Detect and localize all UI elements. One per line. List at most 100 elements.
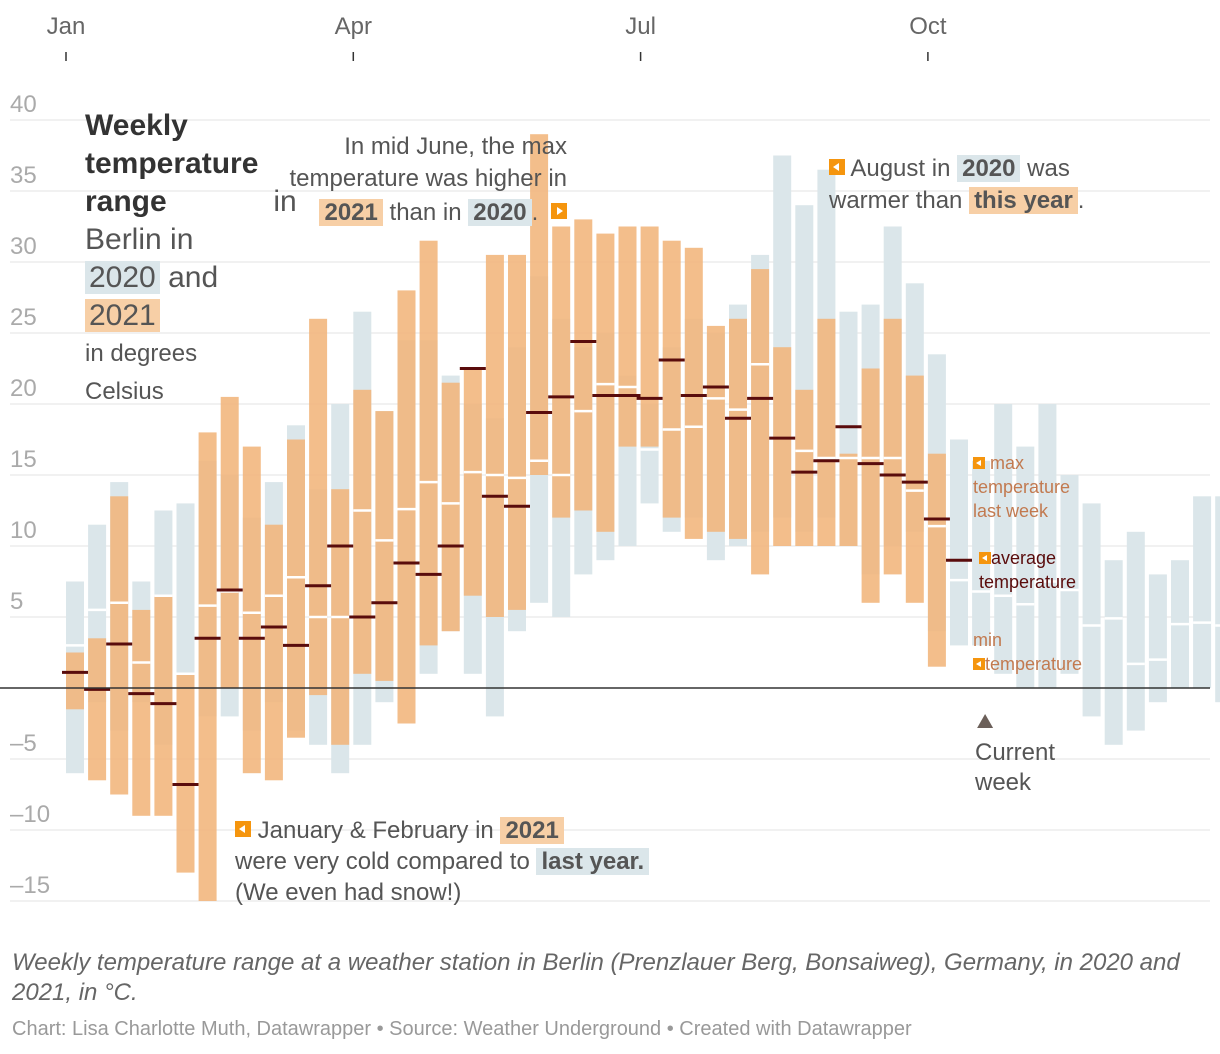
winter-last-year: last year. bbox=[536, 848, 650, 875]
legend-max-line1: max bbox=[990, 453, 1025, 473]
arrow-left-icon bbox=[973, 457, 985, 469]
range-bar-2021 bbox=[773, 347, 792, 546]
august-period: . bbox=[1077, 187, 1085, 214]
y-axis-tick-labels: 40 35 30 25 20 15 10 5 –5 –10 –15 bbox=[10, 91, 50, 899]
bars-2021 bbox=[66, 134, 946, 901]
legend-avg-line2: temperature bbox=[979, 572, 1077, 592]
winter-jan-feb: January & February in bbox=[257, 817, 494, 844]
month-tick-label: Jan bbox=[47, 13, 86, 40]
range-bar-2021 bbox=[463, 368, 482, 596]
range-bar-2021 bbox=[552, 226, 571, 518]
range-bar-2021 bbox=[640, 226, 659, 447]
month-tick-label: Apr bbox=[335, 13, 372, 40]
y-tick-label: 30 bbox=[10, 233, 37, 260]
august-this-year: this year bbox=[969, 187, 1078, 214]
range-bar-2021 bbox=[397, 290, 416, 724]
range-bar-2021 bbox=[883, 318, 902, 575]
legend-min-line2: temperature bbox=[985, 654, 1083, 674]
x-axis-month-ticks: Jan Apr Jul Oct bbox=[47, 13, 947, 61]
range-bar-2021 bbox=[176, 673, 195, 873]
chart-credit: Chart: Lisa Charlotte Muth, Datawrapper … bbox=[12, 1018, 912, 1040]
range-bar-2020 bbox=[1016, 446, 1035, 688]
june-than-in: than in bbox=[389, 199, 462, 226]
range-bar-2021 bbox=[198, 432, 217, 901]
range-bar-2021 bbox=[375, 411, 394, 681]
legend-avg-line1: average bbox=[991, 548, 1057, 568]
june-line1: In mid June, the max bbox=[344, 133, 567, 160]
legend-min-line1: min bbox=[973, 630, 1003, 650]
range-bar-2021 bbox=[485, 254, 504, 617]
y-tick-label: 10 bbox=[10, 517, 37, 544]
range-bar-2020 bbox=[1060, 475, 1079, 674]
title-place: Berlin in bbox=[85, 223, 194, 256]
range-bar-2021 bbox=[706, 325, 725, 532]
range-bar-2021 bbox=[795, 389, 814, 546]
avg-ticks-2021 bbox=[62, 340, 972, 787]
current-week-triangle-icon bbox=[977, 714, 994, 728]
june-line2: temperature was higher in bbox=[289, 165, 567, 192]
range-bar-2021 bbox=[751, 269, 770, 575]
range-bar-2021 bbox=[839, 453, 858, 546]
current-week-line1: Current bbox=[975, 739, 1056, 766]
range-bar-2021 bbox=[684, 247, 703, 539]
winter-cold-compared: were very cold compared to bbox=[235, 848, 530, 875]
y-tick-label: 25 bbox=[10, 304, 37, 331]
range-bar-2020 bbox=[1148, 574, 1167, 703]
june-year-2021: 2021 bbox=[319, 199, 383, 226]
range-bar-2020 bbox=[950, 439, 968, 646]
august-was: was bbox=[1027, 155, 1070, 182]
arrow-right-icon bbox=[551, 203, 567, 219]
range-bar-2021 bbox=[264, 524, 283, 781]
range-bar-2021 bbox=[729, 318, 747, 539]
range-bar-2021 bbox=[419, 240, 438, 646]
annotation-august: August in 2020 was warmer than this year… bbox=[829, 153, 1119, 217]
range-bar-2021 bbox=[353, 389, 372, 674]
range-bar-2021 bbox=[154, 595, 173, 816]
range-bar-2020 bbox=[176, 503, 195, 688]
range-bar-2020 bbox=[1126, 531, 1145, 731]
title-year-2021: 2021 bbox=[85, 299, 160, 332]
range-bar-2020 bbox=[1215, 496, 1220, 703]
range-bar-2021 bbox=[618, 226, 637, 447]
range-bar-2020 bbox=[1104, 560, 1123, 745]
legend-max-line2: temperature bbox=[973, 477, 1071, 497]
y-tick-label: 35 bbox=[10, 162, 37, 189]
title-and: and bbox=[168, 261, 219, 294]
annotation-winter: January & February in 2021 were very col… bbox=[235, 815, 715, 908]
arrow-left-icon bbox=[979, 552, 991, 564]
range-bar-2021 bbox=[309, 318, 328, 696]
range-bar-2020 bbox=[1193, 496, 1212, 688]
range-bar-2021 bbox=[574, 219, 593, 511]
annotation-june: In mid June, the max temperature was hig… bbox=[262, 131, 567, 229]
range-bar-2021 bbox=[132, 609, 151, 816]
winter-snow: (We even had snow!) bbox=[235, 879, 462, 906]
month-tick-label: Jul bbox=[625, 13, 656, 40]
arrow-left-icon bbox=[235, 821, 251, 837]
range-bar-2021 bbox=[220, 396, 239, 688]
arrow-left-icon bbox=[829, 159, 845, 175]
current-week-line2: week bbox=[975, 769, 1032, 796]
range-bar-2021 bbox=[508, 254, 526, 610]
range-bar-2021 bbox=[441, 382, 460, 632]
legend-min: min temperature bbox=[973, 628, 1082, 676]
august-warmer-than: warmer than bbox=[829, 187, 963, 214]
range-bar-2021 bbox=[530, 134, 549, 475]
range-bar-2021 bbox=[662, 240, 681, 518]
avg-ticks-2020 bbox=[66, 362, 1220, 676]
range-bar-2020 bbox=[1038, 404, 1057, 688]
range-bar-2021 bbox=[242, 446, 261, 774]
title-in: in bbox=[273, 185, 297, 218]
range-bar-2021 bbox=[66, 652, 84, 710]
y-tick-label: 5 bbox=[10, 588, 23, 615]
y-tick-label: –15 bbox=[10, 872, 50, 899]
title-unit: in degrees Celsius bbox=[85, 340, 198, 405]
legend-max-line3: last week bbox=[973, 501, 1049, 521]
y-tick-label: –5 bbox=[10, 730, 37, 757]
june-year-2020: 2020 bbox=[468, 199, 532, 226]
range-bar-2020 bbox=[1082, 503, 1101, 717]
range-bar-2021 bbox=[861, 368, 880, 603]
winter-year-2021: 2021 bbox=[500, 817, 564, 844]
y-tick-label: 20 bbox=[10, 375, 37, 402]
y-tick-label: 40 bbox=[10, 91, 37, 118]
